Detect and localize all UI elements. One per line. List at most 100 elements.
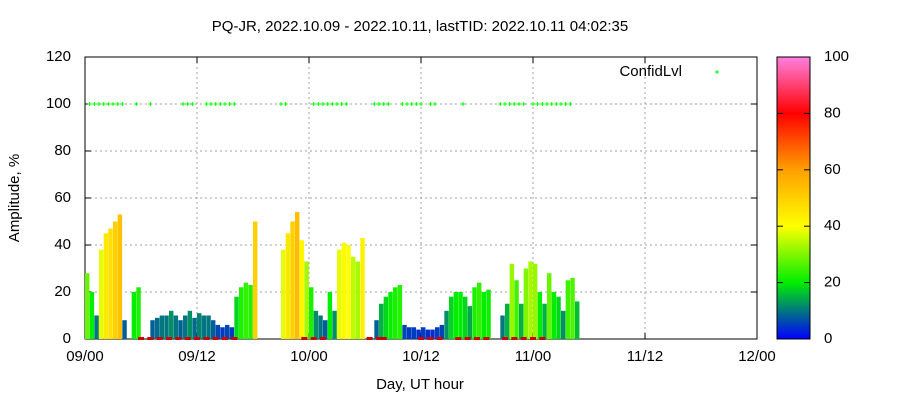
point [386, 102, 391, 106]
y-tick-label: 120 [46, 48, 71, 65]
point [517, 102, 521, 106]
legend-label: ConfidLvl [619, 63, 682, 80]
point [464, 337, 471, 340]
bar [197, 313, 202, 339]
bar [285, 233, 291, 339]
point [366, 337, 373, 340]
bar [192, 317, 197, 339]
point [520, 337, 527, 340]
bar [463, 296, 468, 339]
point [483, 337, 490, 340]
point [166, 337, 172, 340]
point [498, 102, 503, 106]
bar [383, 296, 389, 339]
point [147, 337, 154, 340]
bar [449, 296, 454, 339]
point [376, 337, 382, 340]
bar [351, 256, 356, 339]
bar [89, 292, 95, 339]
bar [388, 292, 393, 339]
bar [561, 310, 566, 339]
bar [439, 324, 445, 339]
colorbar-tick-label: 100 [824, 48, 849, 65]
point [335, 102, 339, 106]
point [106, 102, 111, 106]
bar [421, 327, 426, 339]
point [316, 102, 321, 106]
bar [472, 287, 477, 339]
colorbar [776, 56, 811, 340]
bar [337, 249, 342, 339]
point [212, 337, 219, 340]
bar [229, 327, 235, 339]
point [279, 102, 283, 106]
point [344, 102, 349, 106]
bar [309, 287, 314, 339]
bar [444, 310, 449, 339]
point [203, 337, 210, 340]
bar [355, 261, 361, 339]
bar [225, 324, 230, 339]
point [138, 337, 144, 340]
point [223, 102, 227, 106]
bar [243, 282, 249, 339]
bar [458, 292, 463, 339]
bar [528, 261, 533, 339]
point [381, 102, 386, 106]
colorbar-tick-label: 60 [824, 161, 841, 178]
colorbar-tick-label: 80 [824, 104, 841, 121]
point [507, 102, 512, 106]
point [414, 102, 419, 106]
bar [253, 221, 258, 339]
bar [131, 292, 137, 339]
colorbar-tick-label: 40 [824, 217, 841, 234]
point [545, 102, 549, 106]
bar [187, 310, 193, 339]
point [400, 102, 405, 106]
point [372, 102, 377, 106]
point [474, 337, 480, 340]
point [218, 102, 223, 106]
bar [542, 303, 547, 339]
bar [108, 228, 113, 339]
bar [393, 287, 398, 339]
bar [169, 310, 174, 339]
bar [211, 320, 216, 339]
point [310, 337, 317, 340]
bar [94, 315, 99, 339]
point [232, 102, 237, 106]
point [436, 337, 443, 340]
bar [201, 315, 207, 339]
bar [341, 242, 347, 339]
y-axis-label: Amplitude, % [6, 154, 23, 242]
bar [467, 306, 473, 339]
point [222, 337, 228, 340]
point [115, 102, 120, 106]
point [321, 102, 325, 106]
x-tick-label: 09/00 [66, 348, 104, 365]
point [405, 102, 409, 106]
bar [500, 315, 505, 339]
bar [99, 249, 104, 339]
bar [533, 263, 538, 339]
point [213, 102, 218, 106]
bar [178, 320, 183, 339]
bar [164, 315, 169, 339]
bar [402, 324, 407, 339]
point [231, 337, 238, 340]
bar [547, 273, 552, 339]
bar [379, 303, 384, 339]
bar [318, 315, 323, 339]
point [330, 102, 335, 106]
bar [514, 280, 519, 339]
bar [477, 282, 482, 339]
bar [537, 292, 543, 339]
bar [575, 301, 580, 339]
y-tick-label: 0 [63, 330, 71, 347]
point [559, 102, 563, 106]
colorbar-tick-label: 20 [824, 274, 841, 291]
bar [346, 245, 351, 339]
bar [556, 296, 561, 339]
bar [281, 249, 286, 339]
